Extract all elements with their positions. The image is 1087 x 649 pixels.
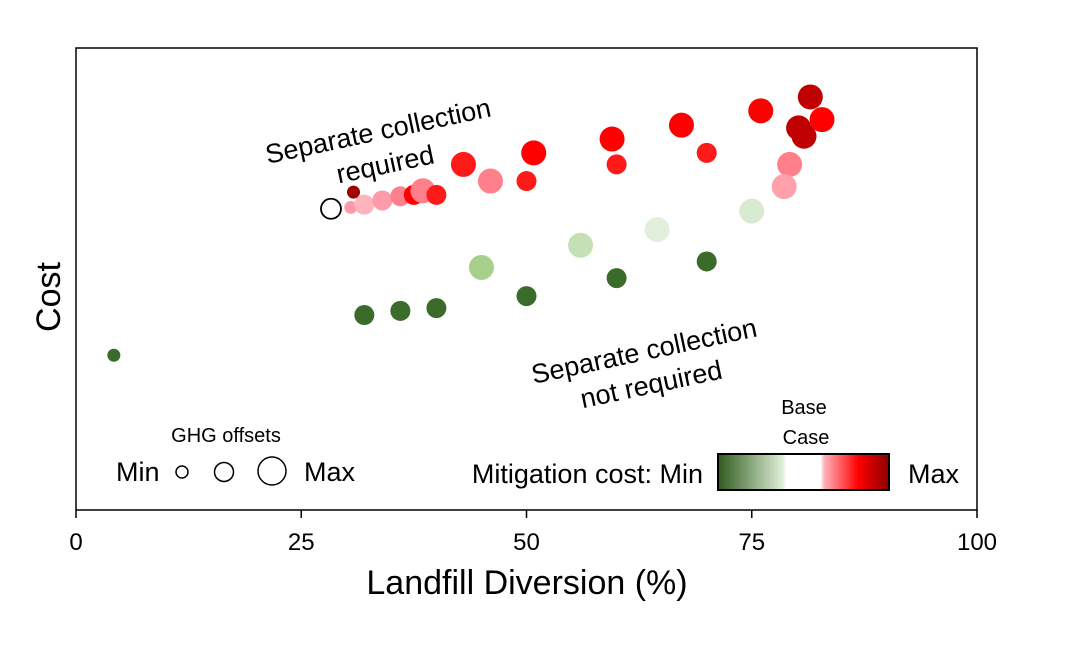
data-point: [320, 197, 342, 220]
data-point: [450, 151, 476, 177]
color-legend: Base Case Mitigation cost: Min Max: [472, 397, 960, 491]
data-point: [354, 194, 375, 215]
data-point: [372, 190, 393, 211]
data-point: [468, 254, 494, 280]
data-point: [791, 123, 817, 149]
color-legend-label: Mitigation cost: Min: [472, 459, 703, 489]
data-point: [354, 305, 375, 326]
data-point: [777, 151, 803, 177]
size-legend-max-label: Max: [304, 457, 356, 487]
data-point: [644, 217, 670, 243]
x-tick-label: 75: [738, 529, 765, 556]
data-point: [426, 298, 447, 319]
y-axis-title: Cost: [30, 261, 68, 331]
data-point: [344, 200, 358, 214]
x-axis-ticks: 0 25 50 75 100: [69, 510, 997, 556]
data-point: [668, 112, 694, 138]
size-legend-medium-circle: [213, 461, 235, 483]
x-tick-label: 25: [288, 529, 315, 556]
x-tick-label: 0: [69, 529, 82, 556]
data-point: [521, 140, 547, 166]
size-legend-title: GHG offsets: [171, 425, 281, 447]
size-legend-min-label: Min: [116, 457, 160, 487]
data-point: [809, 107, 835, 133]
data-point: [739, 198, 765, 224]
x-tick-label: 50: [513, 529, 540, 556]
data-point: [606, 268, 627, 289]
x-tick-label: 100: [957, 529, 997, 556]
data-point: [748, 98, 774, 124]
data-point: [347, 185, 361, 199]
annotation-upper: Separate collection required: [263, 93, 494, 190]
color-legend-base-line1: Base: [781, 397, 827, 419]
data-point: [516, 171, 537, 192]
data-point: [107, 348, 121, 362]
size-legend-small-circle: [175, 465, 189, 479]
size-legend-large-circle: [257, 456, 287, 486]
color-legend-bar: [717, 453, 890, 491]
data-point: [568, 232, 594, 258]
color-legend-base-line2: Case: [783, 427, 830, 449]
data-point: [390, 300, 411, 321]
data-point: [477, 168, 503, 194]
data-point: [771, 174, 797, 200]
annotation-lower: Separate collection not required: [529, 313, 760, 414]
data-point: [599, 126, 625, 152]
data-point: [797, 84, 823, 110]
data-point: [696, 251, 717, 272]
data-point: [606, 154, 627, 175]
x-axis-title: Landfill Diversion (%): [366, 564, 687, 602]
data-point: [696, 142, 717, 163]
data-point: [426, 184, 447, 205]
points-layer: [107, 84, 835, 362]
data-point: [516, 286, 537, 307]
color-legend-max-label: Max: [908, 459, 960, 489]
size-legend: GHG offsets Min Max: [116, 425, 356, 487]
